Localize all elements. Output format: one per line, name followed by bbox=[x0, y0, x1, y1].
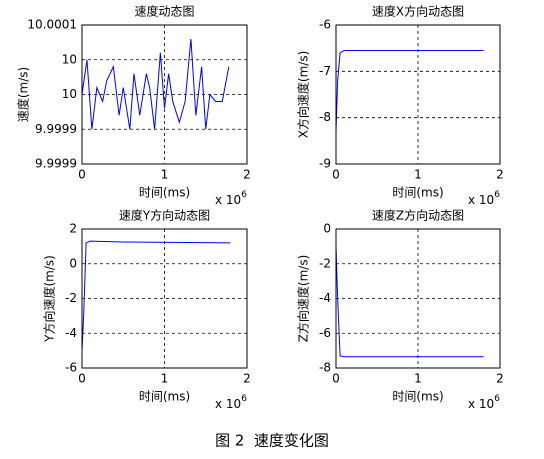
y-tick-label: 0 bbox=[69, 256, 77, 270]
x-axis-label: 时间(ms) bbox=[139, 186, 190, 200]
chart-title: 速度动态图 bbox=[134, 4, 194, 19]
caption: 图 2 速度变化图 bbox=[215, 432, 329, 450]
x-tick-label: 1 bbox=[161, 372, 169, 386]
y-tick-label: -4 bbox=[319, 291, 331, 305]
axes-box bbox=[81, 228, 248, 369]
data-line bbox=[335, 49, 484, 132]
x-tick-label: 2 bbox=[243, 372, 251, 386]
x-tick-label: 0 bbox=[78, 168, 86, 182]
data-line bbox=[81, 240, 231, 351]
x-axis-label: 时间(ms) bbox=[139, 390, 190, 404]
y-tick-label: -8 bbox=[319, 361, 331, 375]
y-tick-label: -9 bbox=[319, 157, 331, 171]
y-tick-label: -2 bbox=[65, 291, 77, 305]
x-exponent-label: x 106 bbox=[468, 394, 500, 411]
x-tick-label: 1 bbox=[414, 168, 422, 182]
x-tick-label: 0 bbox=[332, 372, 340, 386]
exponent: 6 bbox=[494, 190, 500, 200]
y-tick-label: -2 bbox=[319, 256, 331, 270]
y-tick-label: 2 bbox=[69, 222, 77, 236]
y-tick-label: -6 bbox=[319, 18, 331, 32]
y-tick-label: 0 bbox=[323, 222, 331, 236]
axes-box bbox=[335, 24, 501, 165]
axes-box bbox=[81, 24, 248, 165]
y-tick-label: -6 bbox=[65, 361, 77, 375]
x-exponent-label: x 106 bbox=[215, 190, 247, 207]
y-tick-label: -4 bbox=[65, 326, 77, 340]
y-tick-label: 9.9999 bbox=[35, 157, 77, 171]
x-tick-label: 2 bbox=[496, 168, 504, 182]
chart-title: 速度Y方向动态图 bbox=[119, 208, 210, 223]
multiplier: x 10 bbox=[215, 397, 241, 411]
y-tick-label: 10 bbox=[62, 87, 77, 101]
x-exponent-label: x 106 bbox=[215, 394, 247, 411]
y-tick-label: 10 bbox=[62, 52, 77, 66]
x-tick-label: 0 bbox=[332, 168, 340, 182]
y-axis-label: Z方向速度(m/s) bbox=[296, 255, 311, 343]
y-tick-label: -6 bbox=[319, 326, 331, 340]
chart-title: 速度X方向动态图 bbox=[372, 4, 464, 19]
y-axis-label: 速度(m/s) bbox=[16, 67, 31, 122]
y-tick-label: -7 bbox=[319, 64, 331, 78]
axes-box bbox=[335, 228, 501, 369]
y-axis-label: X方向速度(m/s) bbox=[296, 51, 311, 139]
x-axis-label: 时间(ms) bbox=[392, 390, 443, 404]
multiplier: x 10 bbox=[468, 397, 494, 411]
x-tick-label: 1 bbox=[161, 168, 169, 182]
data-line bbox=[81, 38, 230, 130]
multiplier: x 10 bbox=[468, 193, 494, 207]
exponent: 6 bbox=[241, 190, 247, 200]
exponent: 6 bbox=[494, 394, 500, 404]
x-tick-label: 0 bbox=[78, 372, 86, 386]
data-line bbox=[335, 246, 484, 358]
x-axis-label: 时间(ms) bbox=[392, 186, 443, 200]
x-tick-label: 1 bbox=[414, 372, 422, 386]
y-tick-label: 9.9999 bbox=[35, 122, 77, 136]
x-tick-label: 2 bbox=[243, 168, 251, 182]
multiplier: x 10 bbox=[215, 193, 241, 207]
y-axis-label: Y方向速度(m/s) bbox=[42, 255, 57, 343]
x-exponent-label: x 106 bbox=[468, 190, 500, 207]
y-tick-label: -8 bbox=[319, 110, 331, 124]
chart-title: 速度Z方向动态图 bbox=[372, 208, 464, 223]
y-tick-label: 10.0001 bbox=[27, 18, 77, 32]
exponent: 6 bbox=[241, 394, 247, 404]
x-tick-label: 2 bbox=[496, 372, 504, 386]
